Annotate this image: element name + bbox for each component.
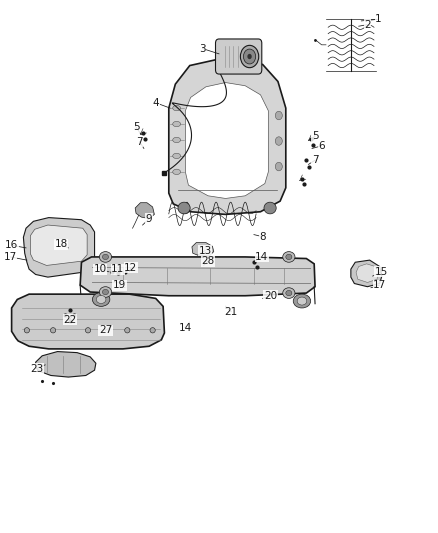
Ellipse shape (286, 254, 292, 260)
Ellipse shape (125, 328, 130, 333)
Ellipse shape (102, 254, 109, 260)
Polygon shape (80, 257, 315, 296)
Ellipse shape (286, 290, 292, 296)
Text: 12: 12 (124, 263, 138, 272)
Ellipse shape (56, 253, 64, 259)
Ellipse shape (276, 111, 283, 120)
Text: 16: 16 (5, 240, 18, 250)
Text: 3: 3 (199, 44, 206, 53)
Polygon shape (35, 352, 96, 377)
Text: 18: 18 (54, 239, 67, 249)
Ellipse shape (96, 295, 106, 303)
Ellipse shape (150, 328, 155, 333)
Text: 11: 11 (111, 264, 124, 274)
Text: 4: 4 (152, 98, 159, 108)
Ellipse shape (173, 122, 180, 127)
Text: 14: 14 (178, 322, 191, 333)
Text: 17: 17 (373, 280, 386, 290)
Polygon shape (135, 203, 154, 219)
Polygon shape (192, 243, 214, 256)
Ellipse shape (102, 289, 109, 295)
Ellipse shape (240, 45, 259, 68)
Text: 22: 22 (63, 314, 76, 325)
Text: 9: 9 (146, 214, 152, 224)
Text: 6: 6 (318, 141, 325, 151)
Ellipse shape (24, 328, 29, 333)
Ellipse shape (50, 328, 56, 333)
Text: 28: 28 (201, 256, 215, 266)
Text: 19: 19 (113, 280, 126, 290)
Polygon shape (12, 294, 164, 349)
Polygon shape (23, 217, 95, 277)
Text: 27: 27 (99, 325, 112, 335)
Text: 5: 5 (312, 131, 318, 141)
Ellipse shape (173, 169, 180, 174)
Ellipse shape (92, 293, 110, 306)
Text: 2: 2 (364, 20, 371, 30)
Polygon shape (169, 58, 286, 214)
Text: 17: 17 (4, 252, 17, 262)
Ellipse shape (247, 54, 252, 59)
Text: 23: 23 (30, 364, 43, 374)
Text: 1: 1 (375, 14, 381, 25)
Ellipse shape (56, 227, 64, 232)
Text: 13: 13 (198, 246, 212, 255)
Text: 15: 15 (375, 267, 388, 277)
Text: 10: 10 (94, 264, 107, 274)
Text: 5: 5 (133, 122, 139, 132)
Text: 7: 7 (136, 136, 143, 147)
Text: 14: 14 (255, 252, 268, 262)
Ellipse shape (99, 252, 112, 262)
Polygon shape (351, 260, 382, 287)
Polygon shape (30, 225, 87, 265)
Ellipse shape (173, 138, 180, 143)
Text: 8: 8 (259, 232, 266, 242)
Ellipse shape (264, 202, 276, 214)
FancyBboxPatch shape (215, 39, 262, 74)
Ellipse shape (276, 163, 283, 171)
Ellipse shape (56, 240, 64, 245)
Ellipse shape (85, 328, 91, 333)
Ellipse shape (283, 288, 295, 298)
Ellipse shape (99, 287, 112, 297)
Ellipse shape (173, 106, 180, 111)
Polygon shape (185, 83, 268, 198)
Ellipse shape (244, 49, 256, 64)
Ellipse shape (173, 154, 180, 159)
Text: 20: 20 (264, 290, 277, 301)
Text: 21: 21 (225, 306, 238, 317)
Ellipse shape (283, 252, 295, 262)
Ellipse shape (276, 137, 283, 146)
Ellipse shape (293, 294, 311, 308)
Polygon shape (356, 264, 378, 282)
Ellipse shape (178, 202, 190, 214)
Text: 7: 7 (312, 155, 318, 165)
Ellipse shape (297, 297, 307, 305)
